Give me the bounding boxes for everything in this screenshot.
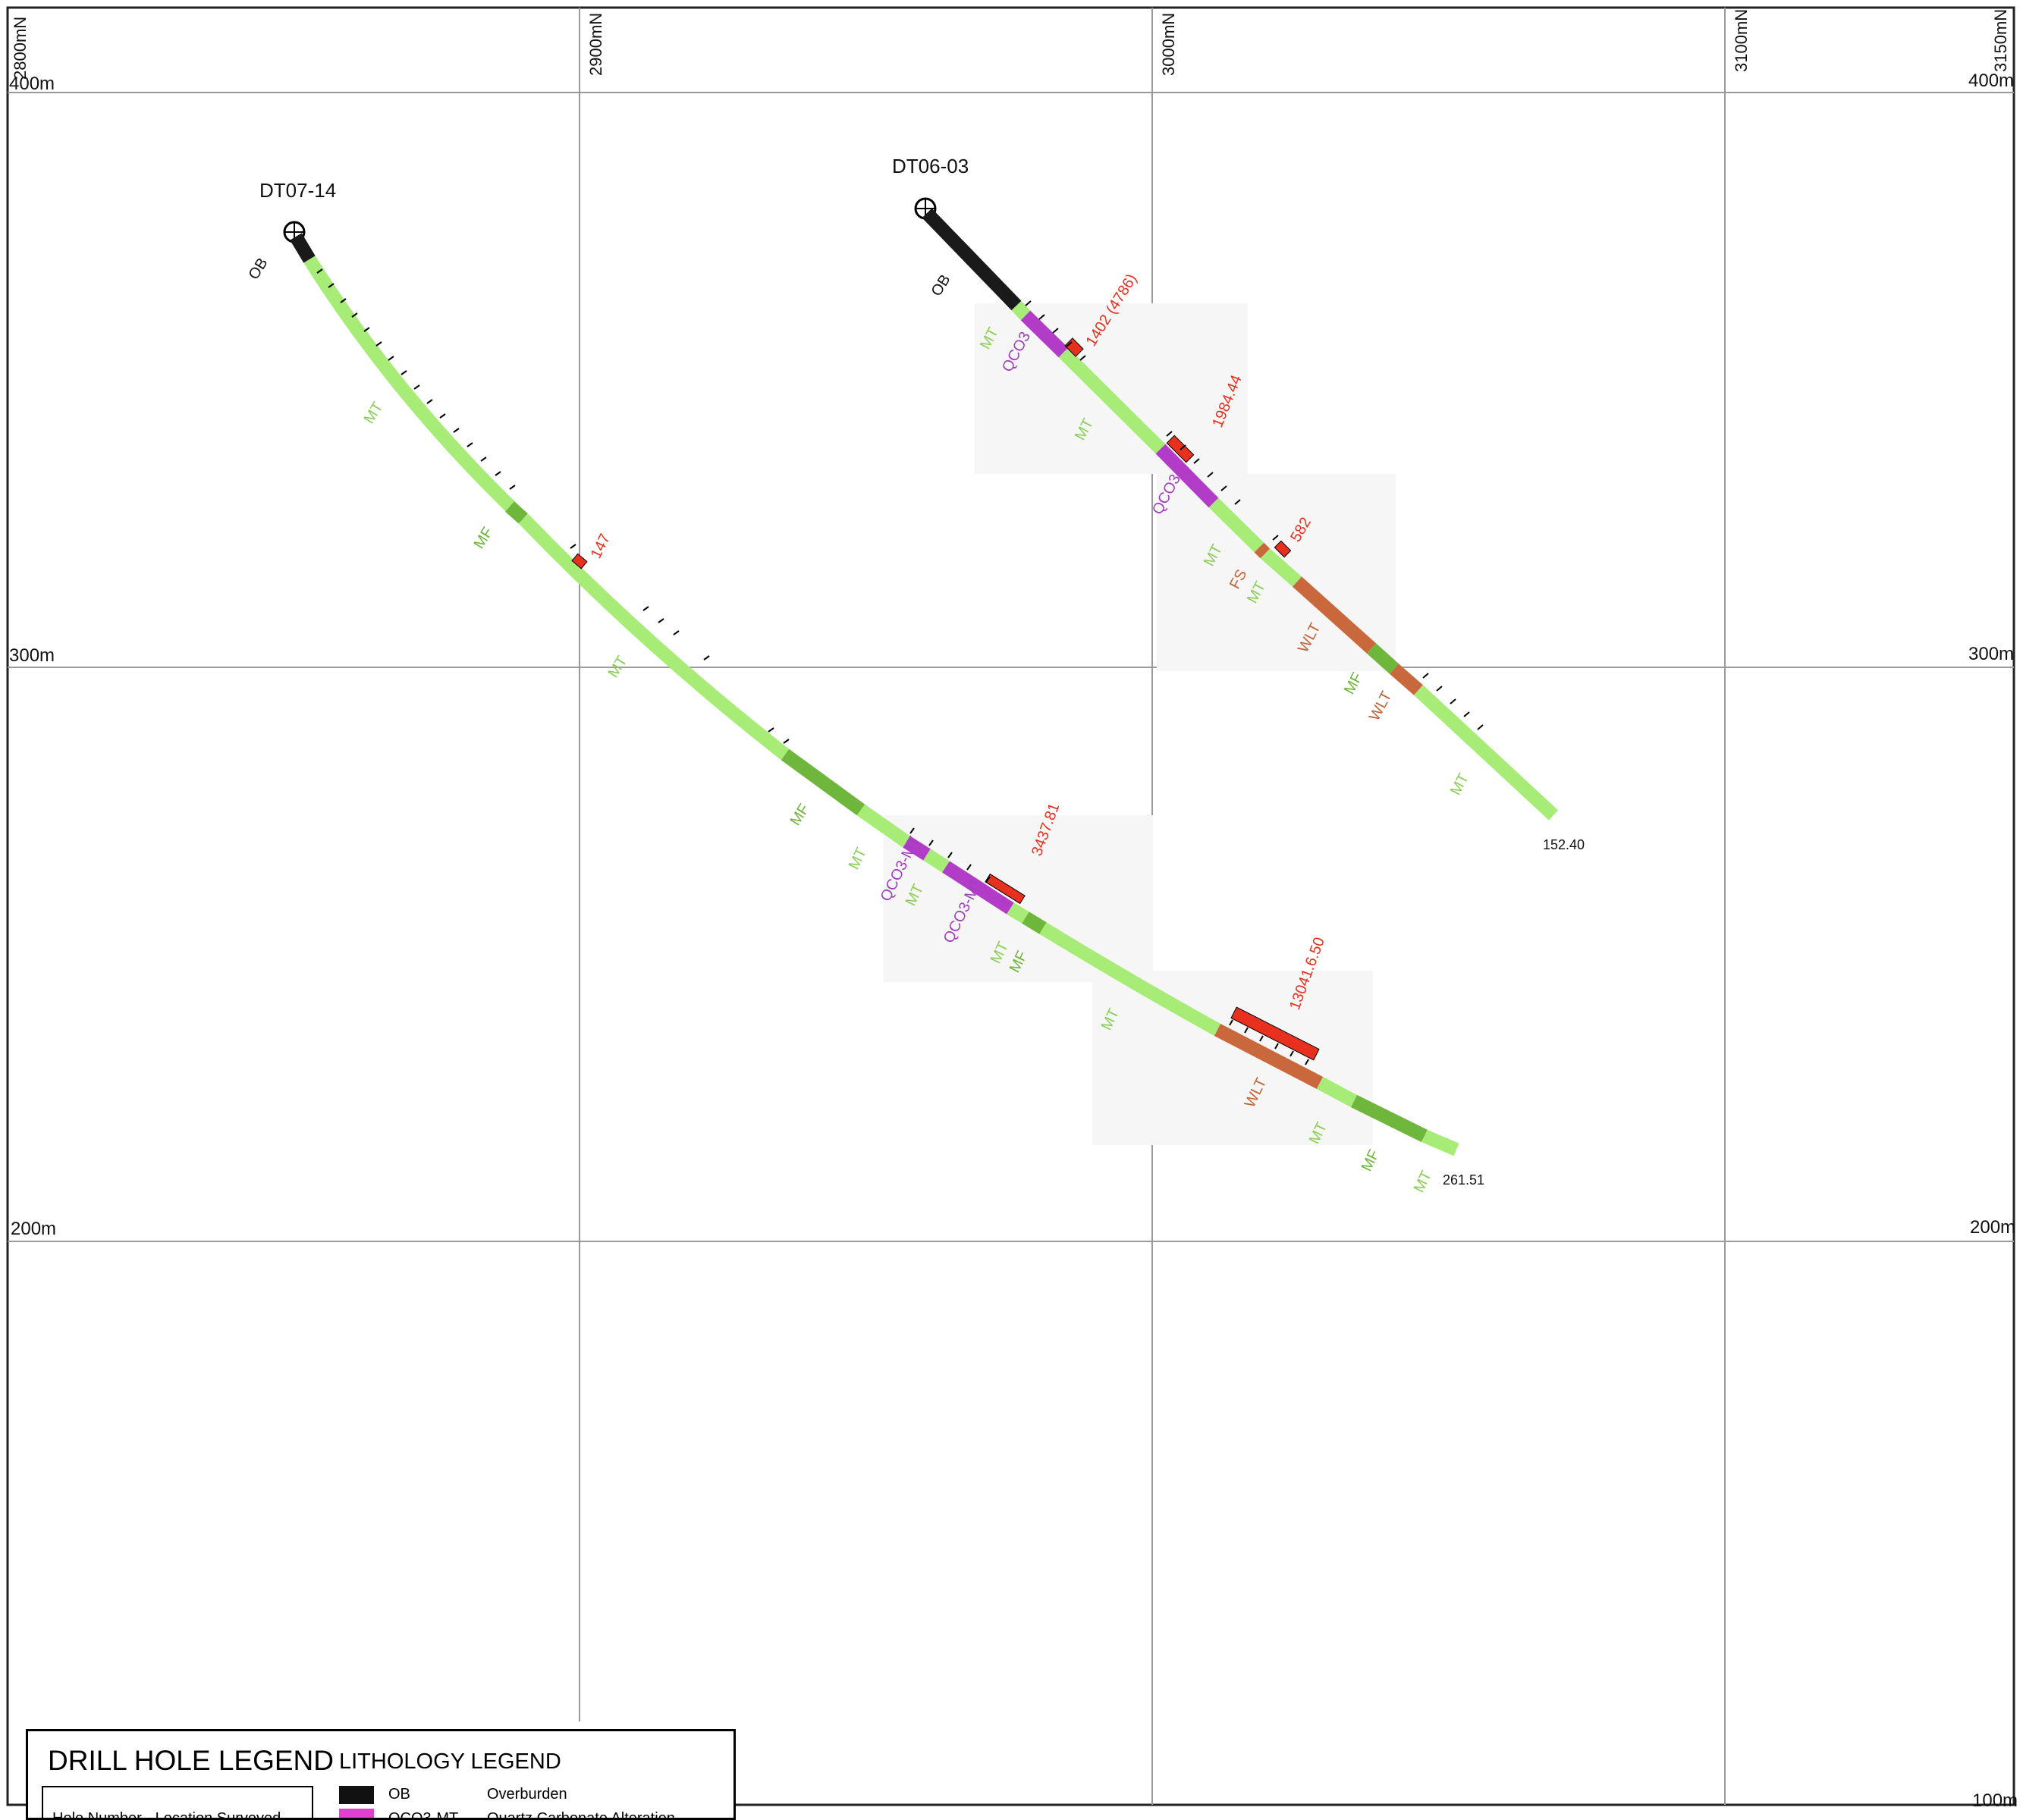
sample-ticks	[316, 268, 1309, 1065]
trace-mt-8	[1421, 1129, 1459, 1156]
lithology-swatch-qco3-mt	[339, 1809, 374, 1818]
trace-mt-4	[923, 849, 950, 873]
trace-wlt	[1214, 1024, 1324, 1089]
trace-wlt-2	[1390, 664, 1423, 695]
drill-hole-legend-title: DRILL HOLE LEGEND	[48, 1745, 334, 1776]
trace-mf-1	[505, 501, 528, 524]
assay-interval	[571, 553, 588, 570]
elevation-label-400-right: 400m	[1968, 71, 2014, 91]
lithology-label: MF	[787, 801, 813, 828]
hole-number-legend-box: Hole Number - Location Surveyed	[42, 1786, 313, 1820]
lithology-label: MT	[605, 653, 631, 680]
lithology-label: MT	[1447, 771, 1472, 799]
trace-ob	[922, 208, 1022, 311]
elevation-label-200-right: 200m	[1970, 1217, 2015, 1238]
trace-ob	[290, 233, 316, 263]
trace-fs	[1254, 542, 1271, 559]
legend-panel: DRILL HOLE LEGEND LITHOLOGY LEGEND Hole …	[26, 1729, 736, 1820]
northing-label-3000: 3000mN	[1159, 13, 1178, 76]
trace-mt-5	[1413, 685, 1559, 821]
lithology-code-ob: OB	[388, 1786, 410, 1803]
assay-label: 147	[588, 532, 614, 562]
assay-interval	[1230, 1006, 1320, 1061]
lithology-label: OB	[928, 271, 954, 299]
hole-box-text: Hole Number - Location Surveyed	[52, 1810, 281, 1820]
trace-mt-3	[1208, 497, 1264, 553]
lithology-swatch-ob	[339, 1786, 374, 1804]
northing-label-3150: 3150mN	[1991, 9, 2010, 72]
elevation-label-300-right: 300m	[1968, 644, 2014, 664]
trace-wlt-1	[1292, 576, 1377, 654]
lithology-desc-qco3-mt: Quartz Carbonate Alteration	[487, 1810, 675, 1820]
trace-qco3-2	[942, 861, 1014, 915]
end-depth-label: 261.51	[1443, 1172, 1484, 1188]
northing-label-3100: 3100mN	[1732, 9, 1751, 72]
sample-ticks	[1025, 300, 1484, 730]
trace-mf	[1366, 643, 1399, 674]
trace-qco3-1	[1020, 310, 1069, 358]
lithology-code-qco3-mt: QCO3-MT	[388, 1810, 459, 1820]
lithology-label: WLT	[1366, 689, 1396, 723]
lithology-label: MT	[846, 846, 870, 873]
lithology-label: MT	[361, 399, 387, 426]
section-backgrounds	[884, 303, 1396, 1145]
trace-mf-3	[1022, 912, 1047, 934]
lithology-label: MF	[1359, 1147, 1383, 1175]
elevation-label-100-right: 100m	[1972, 1790, 2018, 1811]
trace-mt-3	[856, 804, 911, 848]
trace-mt-1	[1011, 300, 1031, 321]
lithology-label: MF	[471, 524, 497, 551]
lithology-legend-title: LITHOLOGY LEGEND	[339, 1749, 561, 1774]
hole-name-label: DT06-03	[892, 155, 969, 177]
drill-hole-dt07-14: DT07-14	[246, 179, 1484, 1195]
elevation-label-200-left: 200m	[11, 1219, 56, 1239]
elevation-label-300-left: 300m	[9, 645, 55, 666]
trace-qco3-2	[1155, 444, 1219, 508]
northing-label-2900: 2900mN	[586, 13, 605, 76]
trace-mt-2	[518, 513, 790, 761]
elevation-labels: 400m 400m 300m 300m 200m 200m 100m	[9, 71, 2018, 1811]
trace-mt-4	[1261, 548, 1302, 587]
trace-mt-1	[303, 256, 521, 517]
assay-interval	[1064, 337, 1084, 357]
trace-mf-2	[781, 748, 865, 816]
end-depth-label: 152.40	[1543, 837, 1585, 852]
hole-name-label: DT07-14	[259, 179, 336, 202]
lithology-desc-ob: Overburden	[487, 1786, 567, 1803]
trace-mf-4	[1351, 1094, 1428, 1143]
elevation-label-400-left: 400m	[9, 74, 55, 94]
trace-mt-6	[1039, 922, 1221, 1036]
trace-mt-5	[1007, 902, 1029, 924]
map-frame	[6, 6, 2015, 1806]
lithology-label: OB	[246, 255, 272, 282]
assay-interval	[1274, 540, 1292, 558]
northing-label-2800: 2800mN	[11, 17, 30, 80]
lithology-label: MF	[1341, 670, 1366, 698]
trace-qco3-1	[903, 836, 931, 861]
lithology-label: MT	[1411, 1169, 1435, 1196]
northing-labels: 2800mN 2900mN 3000mN 3100mN 3150mN	[11, 9, 2010, 80]
assay-interval	[985, 873, 1026, 905]
trace-mt-7	[1316, 1077, 1358, 1107]
trace-mt-2	[1058, 347, 1166, 454]
